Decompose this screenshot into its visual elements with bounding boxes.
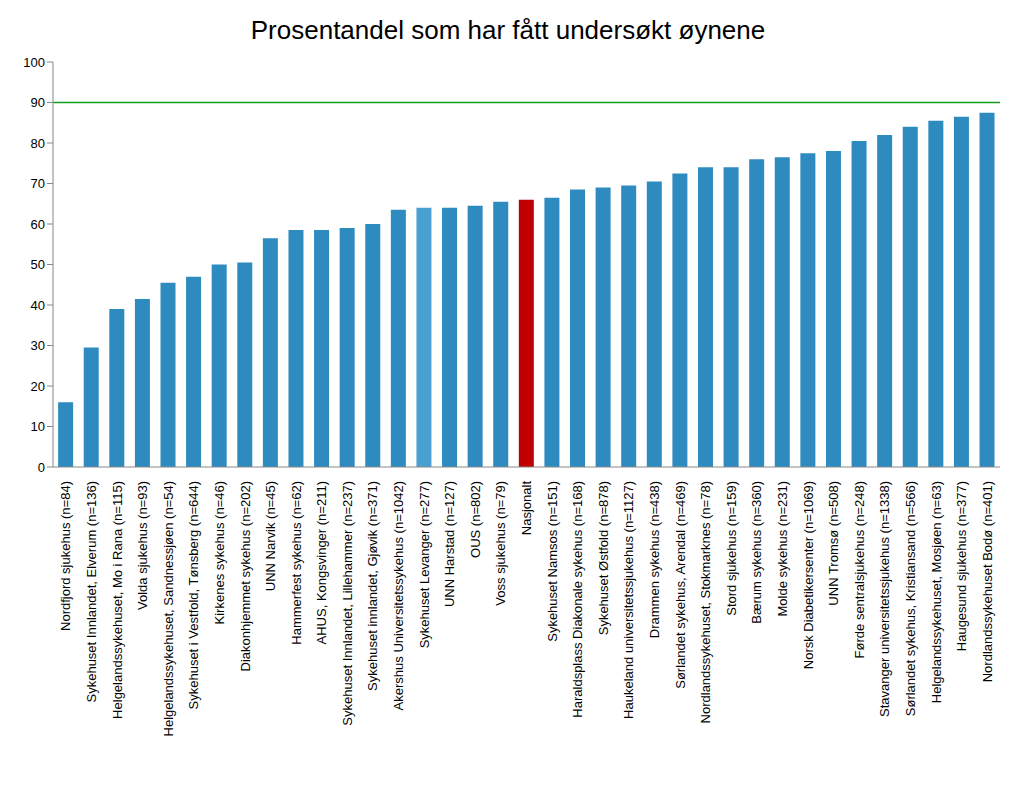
svg-text:Norsk Diabetikersenter (n=1069: Norsk Diabetikersenter (n=1069) [801, 481, 816, 669]
svg-text:50: 50 [31, 257, 45, 272]
svg-text:Haukeland universitetssjukehus: Haukeland universitetssjukehus (n=1127) [621, 481, 636, 719]
svg-text:Nordlandssykehuset, Stokmarkne: Nordlandssykehuset, Stokmarknes (n=78) [698, 481, 713, 723]
svg-text:AHUS, Kongsvinger (n=211): AHUS, Kongsvinger (n=211) [314, 481, 329, 644]
svg-text:Volda sjukehus (n=93): Volda sjukehus (n=93) [135, 481, 150, 610]
svg-text:UNN Narvik (n=45): UNN Narvik (n=45) [263, 481, 278, 591]
svg-text:Sykehuset Innlandet, Lillehamm: Sykehuset Innlandet, Lillehammer (n=237) [340, 481, 355, 726]
svg-text:Bærum sykehus (n=360): Bærum sykehus (n=360) [749, 481, 764, 624]
svg-text:80: 80 [31, 136, 45, 151]
svg-text:60: 60 [31, 217, 45, 232]
svg-text:Nordfjord sjukehus (n=84): Nordfjord sjukehus (n=84) [58, 481, 73, 631]
html-text:Prosentandel som har fått unde: Prosentandel som har fått undersøkt øyne… [250, 15, 766, 45]
svg-text:90: 90 [31, 95, 45, 110]
svg-text:Sykehuset Namsos (n=151): Sykehuset Namsos (n=151) [545, 481, 560, 642]
svg-text:Sørlandet sykehus, Kristiansan: Sørlandet sykehus, Kristiansand (n=566) [903, 481, 918, 716]
svg-text:OUS (n=802): OUS (n=802) [468, 481, 483, 558]
svg-text:Diakonhjemmet sykehus (n=202): Diakonhjemmet sykehus (n=202) [238, 481, 253, 671]
svg-text:Haraldsplass Diakonale sykehus: Haraldsplass Diakonale sykehus (n=168) [570, 481, 585, 718]
svg-text:30: 30 [31, 338, 45, 353]
svg-text:Sykehuset Levanger (n=277): Sykehuset Levanger (n=277) [417, 481, 432, 648]
svg-text:Stavanger universitetssjukehus: Stavanger universitetssjukehus (n=1338) [877, 481, 892, 717]
svg-text:Sørlandet sykehus, Arendal (n=: Sørlandet sykehus, Arendal (n=469) [673, 481, 688, 689]
svg-text:Sykehuset i Vestfold, Tønsberg: Sykehuset i Vestfold, Tønsberg (n=644) [186, 481, 201, 709]
svg-text:Helgelandssykehuset, Sandnessj: Helgelandssykehuset, Sandnessjøen (n=54) [161, 481, 176, 736]
svg-text:Nordlandssykehuset Bodø (n=401: Nordlandssykehuset Bodø (n=401) [980, 481, 995, 682]
svg-text:UNN Harstad (n=127): UNN Harstad (n=127) [442, 481, 457, 607]
svg-text:10: 10 [31, 419, 45, 434]
svg-text:Akershus Universitetssykehus (: Akershus Universitetssykehus (n=1042) [391, 481, 406, 710]
svg-text:Helgelandssykehuset, Mosjøen (: Helgelandssykehuset, Mosjøen (n=63) [929, 481, 944, 703]
svg-text:20: 20 [31, 379, 45, 394]
svg-text:Førde sentralsjukehus (n=248): Førde sentralsjukehus (n=248) [852, 481, 867, 658]
svg-text:0: 0 [38, 460, 45, 475]
svg-text:Stord sjukehus (n=159): Stord sjukehus (n=159) [724, 481, 739, 616]
svg-text:Kirkenes sykehus (n=46): Kirkenes sykehus (n=46) [212, 481, 227, 624]
svg-text:Molde sykehus (n=231): Molde sykehus (n=231) [775, 481, 790, 617]
svg-text:Haugesund sjukehus (n=377): Haugesund sjukehus (n=377) [954, 481, 969, 651]
svg-text:Nasjonalt: Nasjonalt [519, 481, 534, 536]
svg-text:100: 100 [23, 55, 45, 70]
svg-text:Hammerfest sykehus (n=62): Hammerfest sykehus (n=62) [289, 481, 304, 645]
svg-text:UNN Tromsø (n=508): UNN Tromsø (n=508) [826, 481, 841, 606]
svg-text:70: 70 [31, 176, 45, 191]
svg-text:Sykehuset Østfold (n=878): Sykehuset Østfold (n=878) [596, 481, 611, 635]
svg-text:Voss sjukehus (n=79): Voss sjukehus (n=79) [493, 481, 508, 606]
svg-text:Sykehuset Innlandet, Elverum (: Sykehuset Innlandet, Elverum (n=136) [84, 481, 99, 703]
svg-text:40: 40 [31, 298, 45, 313]
svg-text:Drammen sykehus (n=438): Drammen sykehus (n=438) [647, 481, 662, 638]
svg-text:Sykehuset innlandet, Gjøvik (n: Sykehuset innlandet, Gjøvik (n=371) [365, 481, 380, 691]
svg-text:Helgelandssykehuset, Mo i Rana: Helgelandssykehuset, Mo i Rana (n=115) [110, 481, 125, 719]
